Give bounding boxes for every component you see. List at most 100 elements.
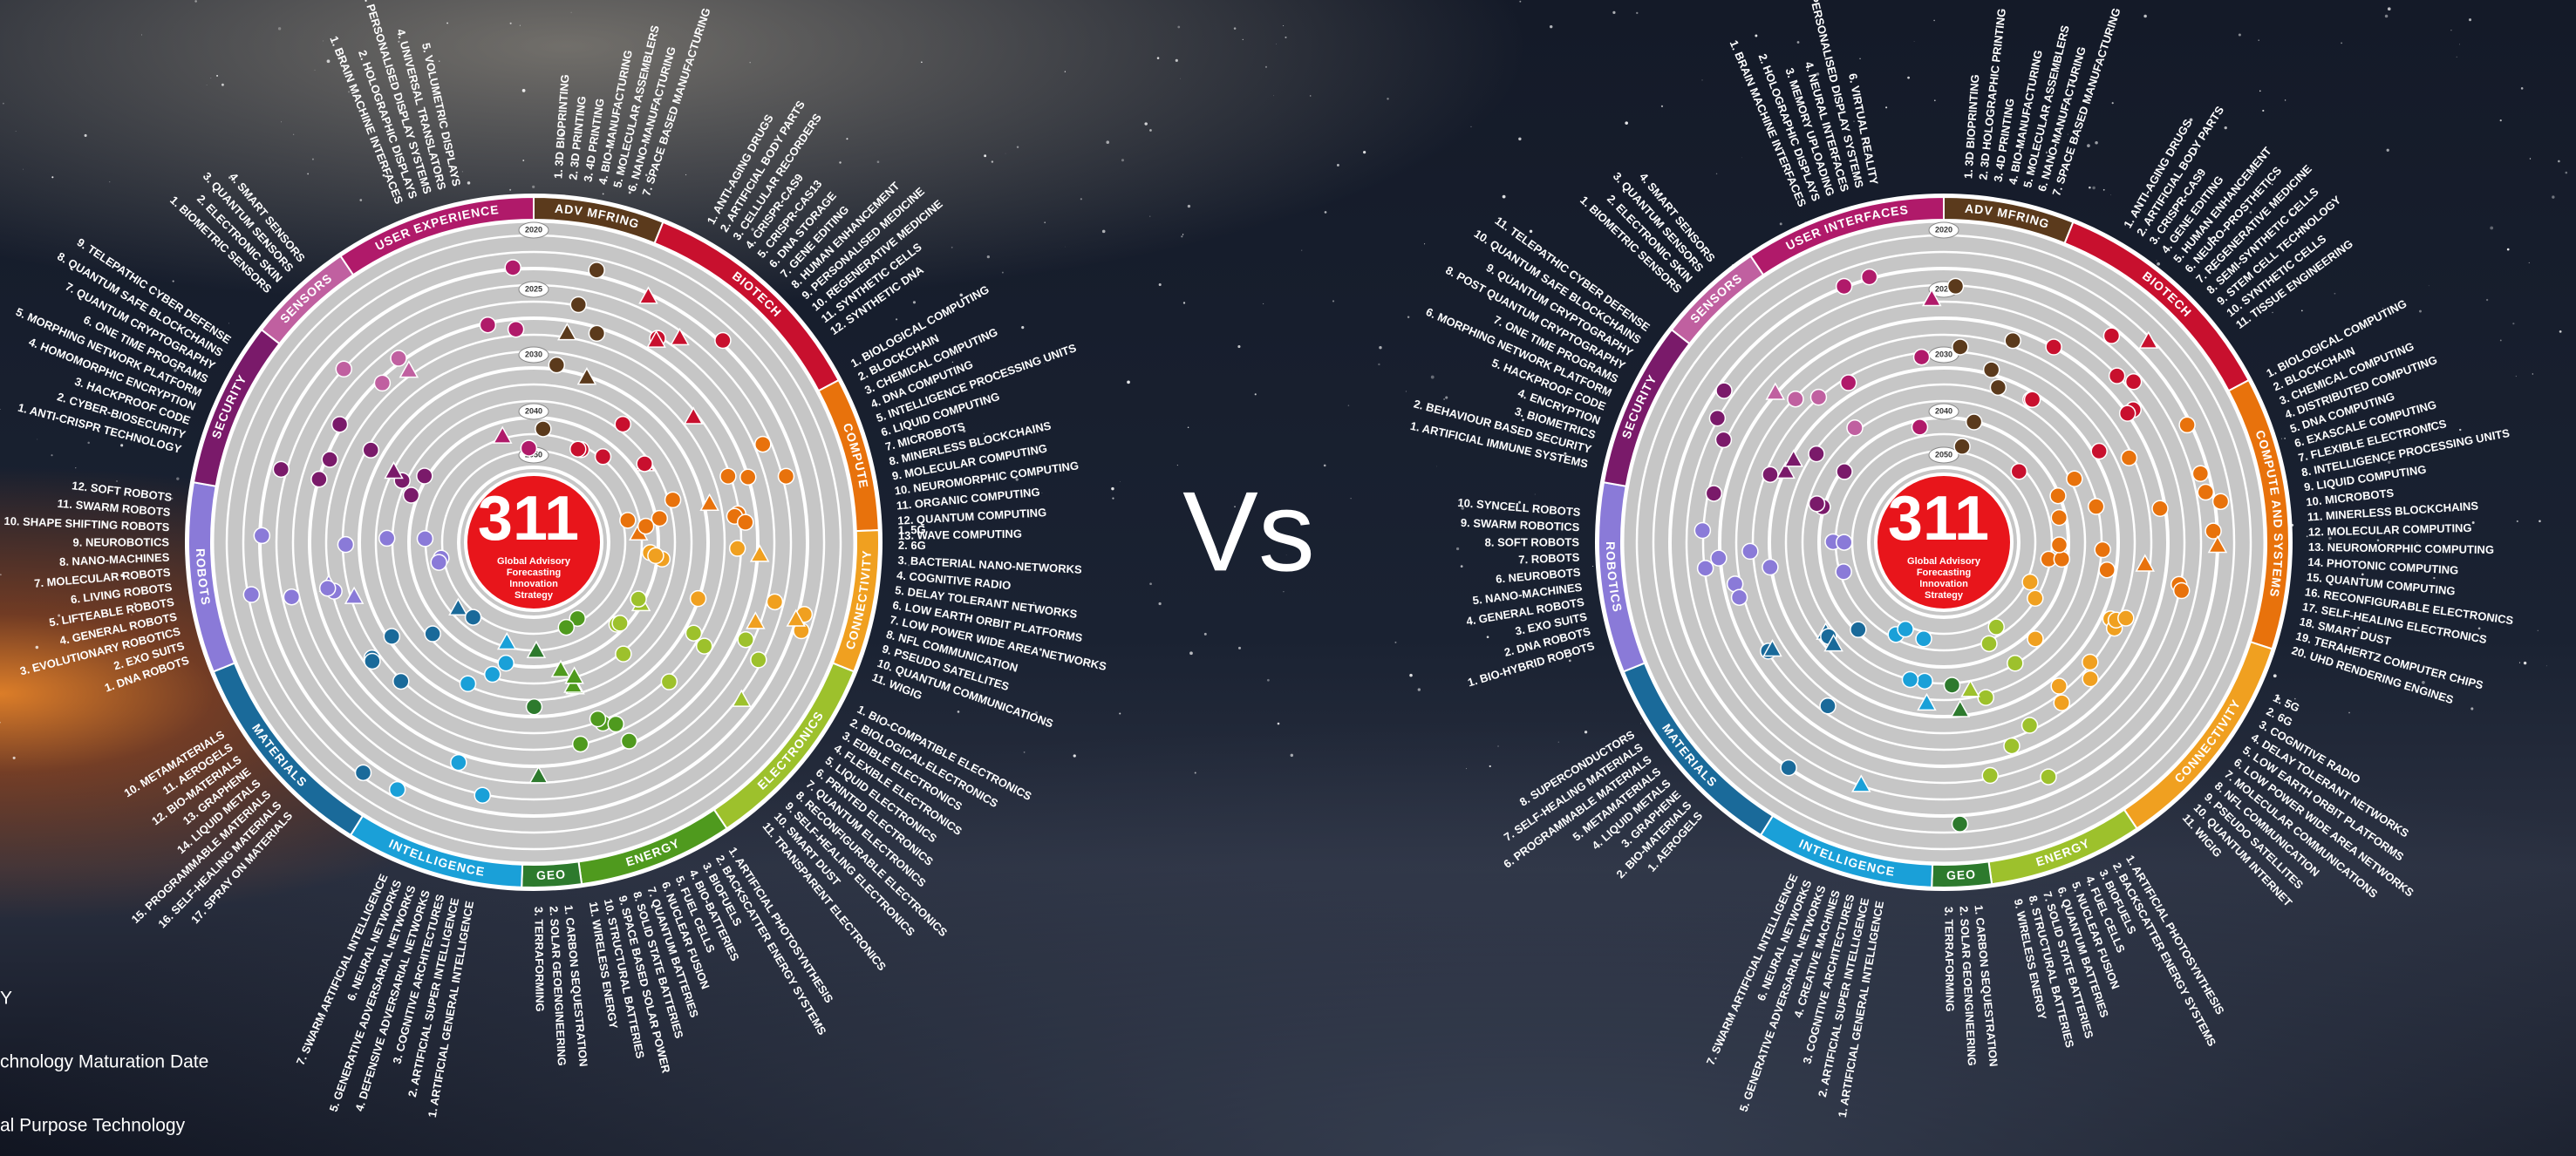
- marker: [451, 755, 467, 771]
- marker: [630, 591, 646, 607]
- marker: [1850, 622, 1866, 637]
- marker: [651, 511, 667, 527]
- marker: [573, 736, 589, 751]
- technology-item: 9. SWARM ROBOTICS: [1461, 516, 1580, 534]
- marker: [1978, 690, 1993, 705]
- marker: [1912, 419, 1927, 435]
- marker: [521, 440, 536, 456]
- marker: [2011, 464, 2027, 479]
- marker: [283, 589, 299, 605]
- marker: [1916, 631, 1932, 647]
- marker: [1709, 411, 1725, 426]
- ring-year: 2040: [525, 406, 542, 415]
- wheel: ADV MFRING1. 3D BIOPRINTING2. 3D PRINTIN…: [3, 0, 1107, 1119]
- segment-label-path: GEO: [536, 867, 567, 882]
- marker: [1948, 278, 1964, 294]
- center-text: Forecasting: [507, 568, 561, 578]
- marker: [480, 317, 495, 333]
- marker: [751, 652, 767, 668]
- page: Vs Y chnology Maturation Date al Purpose…: [0, 0, 2576, 1156]
- center-text: Strategy: [515, 590, 554, 601]
- technology-item: 1. ARTIFICIAL PHOTOSYNTHESIS: [2123, 853, 2227, 1017]
- center-text: Global Advisory: [497, 556, 571, 567]
- marker: [778, 468, 794, 484]
- ring-year: 2050: [1935, 450, 1952, 459]
- marker: [1988, 619, 2004, 635]
- starburst-comparison: Vs Y chnology Maturation Date al Purpose…: [0, 0, 2576, 1156]
- marker: [404, 487, 419, 503]
- marker: [2054, 695, 2069, 711]
- marker: [2109, 368, 2125, 384]
- marker: [2004, 738, 2020, 754]
- technology-item: 5. GENERATIVE ADVERSARIAL NETWORKS: [1737, 883, 1829, 1113]
- marker: [2174, 583, 2190, 599]
- marker: [417, 468, 433, 484]
- technology-item: 8. SOFT ROBOTS: [1485, 535, 1580, 548]
- wheel: ADV MFRING1. 3D BIOPRINTING2. 3D HOLOGRA…: [1409, 0, 2515, 1119]
- technology-item: 1. 5G: [898, 523, 926, 537]
- marker: [2082, 654, 2098, 670]
- marker: [1917, 673, 1932, 689]
- marker: [638, 519, 654, 534]
- marker: [589, 711, 605, 727]
- marker: [738, 632, 753, 648]
- marker: [1788, 391, 1803, 407]
- marker: [1809, 446, 1824, 462]
- ring-year: 2020: [525, 225, 542, 234]
- marker: [570, 441, 586, 457]
- marker: [535, 421, 551, 437]
- marker: [1862, 269, 1877, 285]
- marker: [1966, 414, 1982, 430]
- marker: [355, 765, 371, 780]
- technology-item: 9. NEUROBOTICS: [72, 535, 169, 548]
- marker: [648, 547, 664, 563]
- technology-item: 13. NEUROMORPHIC COMPUTING: [2308, 541, 2494, 556]
- technology-item: 7. ROBOTS: [1518, 550, 1580, 566]
- marker: [2051, 537, 2067, 553]
- marker: [2091, 444, 2107, 459]
- marker: [1990, 379, 2006, 395]
- marker: [332, 417, 348, 432]
- legend-item: chnology Maturation Date: [0, 1052, 208, 1072]
- center-text: Innovation: [509, 579, 558, 589]
- marker: [2051, 678, 2067, 694]
- marker: [485, 667, 501, 683]
- marker: [1706, 486, 1721, 501]
- marker: [685, 625, 701, 641]
- marker: [2050, 488, 2066, 504]
- marker: [612, 615, 628, 631]
- marker: [1982, 768, 1998, 784]
- marker: [2082, 671, 2098, 687]
- marker: [2118, 610, 2134, 626]
- marker: [730, 541, 746, 556]
- marker: [715, 333, 731, 349]
- marker: [498, 656, 514, 671]
- marker: [1820, 698, 1836, 714]
- marker: [336, 361, 351, 377]
- marker: [2027, 631, 2043, 647]
- marker: [254, 527, 269, 543]
- marker: [2103, 328, 2119, 343]
- technology-item: 12. MOLECULAR COMPUTING: [2308, 521, 2472, 539]
- marker: [1762, 560, 1778, 575]
- marker: [2027, 590, 2043, 606]
- marker: [549, 357, 564, 373]
- marker: [616, 646, 631, 662]
- technology-item: 10. SHAPE SHIFTING ROBOTS: [3, 514, 170, 534]
- marker: [691, 591, 706, 607]
- marker: [2005, 333, 2021, 349]
- marker: [1952, 816, 1967, 832]
- center-text: Forecasting: [1917, 568, 1971, 578]
- marker: [365, 653, 380, 669]
- marker: [2067, 471, 2082, 486]
- marker: [2051, 510, 2067, 526]
- marker: [1954, 439, 1970, 454]
- marker: [1781, 760, 1796, 776]
- ring-year: 2030: [1935, 350, 1952, 358]
- legend-item: al Purpose Technology: [0, 1116, 186, 1136]
- marker: [2046, 339, 2061, 355]
- marker: [243, 587, 259, 602]
- marker: [1914, 350, 1930, 365]
- center-text: Strategy: [1925, 590, 1964, 601]
- marker: [2025, 391, 2041, 407]
